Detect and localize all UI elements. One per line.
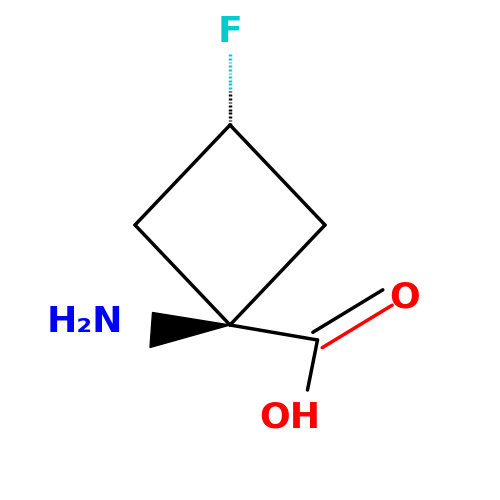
Text: O: O: [390, 280, 420, 314]
Text: H₂N: H₂N: [47, 306, 123, 340]
Text: OH: OH: [260, 400, 320, 434]
Polygon shape: [150, 312, 230, 348]
Text: F: F: [218, 16, 242, 50]
